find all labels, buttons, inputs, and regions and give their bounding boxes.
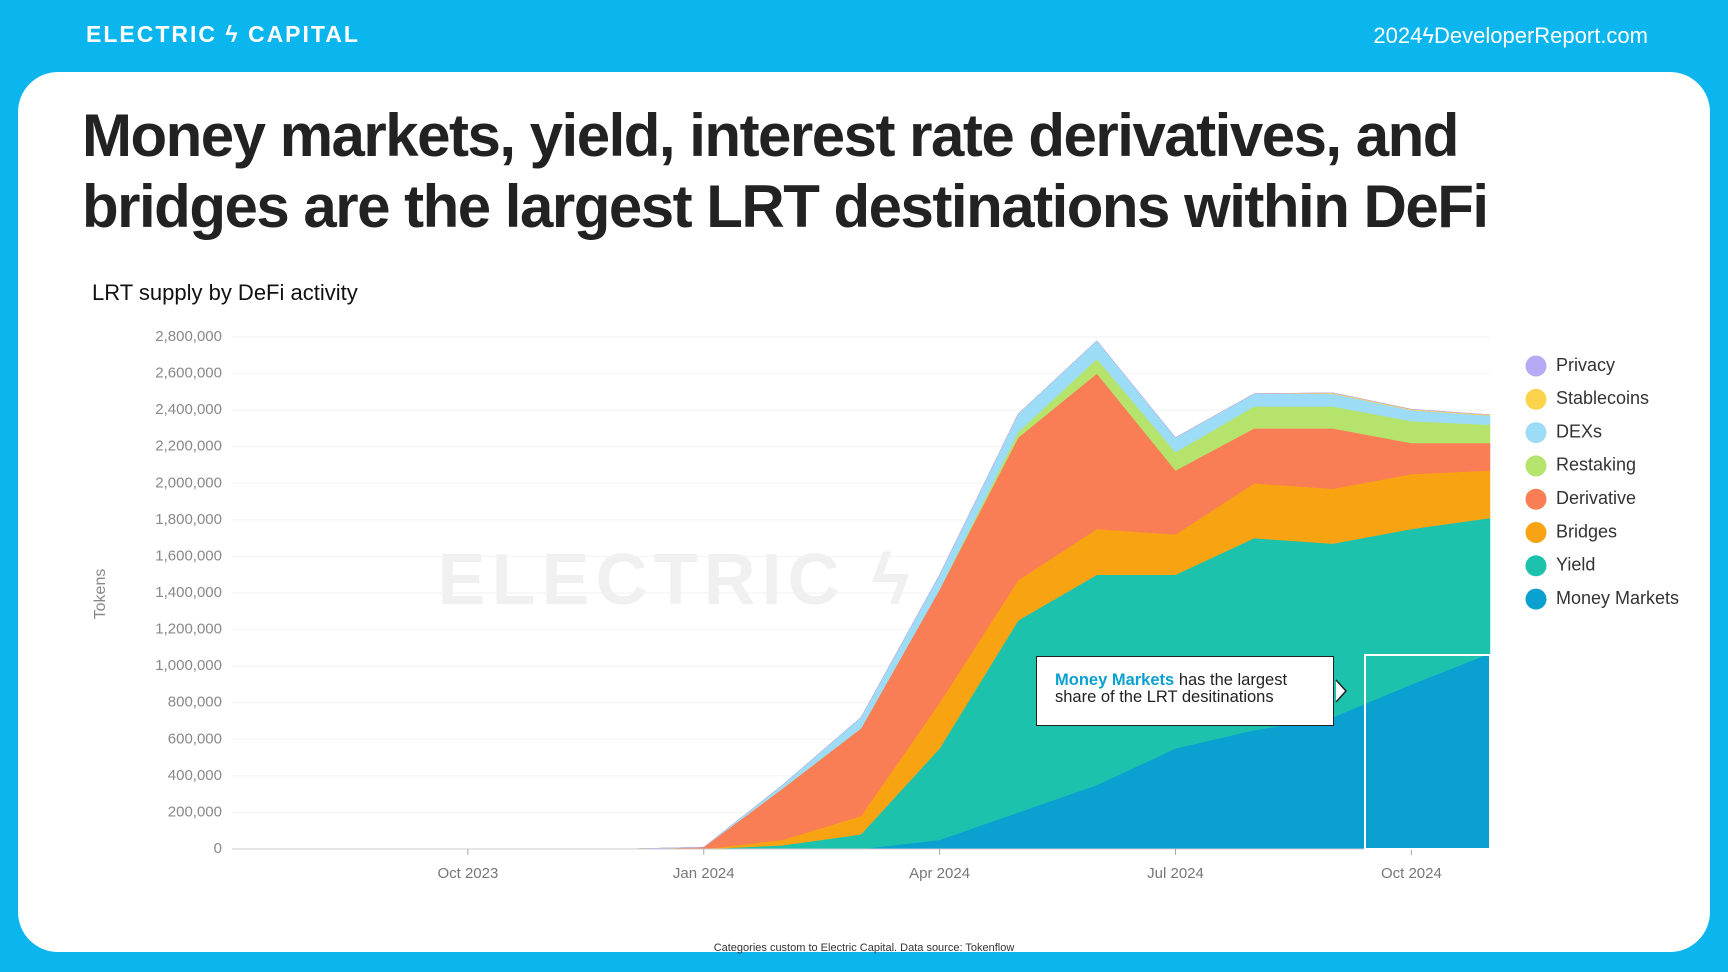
y-tick-label: 1,800,000 (155, 511, 222, 528)
legend-marker (1525, 422, 1547, 444)
y-tick-label: 2,600,000 (155, 365, 222, 382)
y-tick-label: 2,200,000 (155, 438, 222, 455)
legend-label: Restaking (1556, 455, 1636, 475)
y-axis-label: Tokens (92, 569, 109, 620)
highlight-box (1364, 654, 1491, 850)
y-tick-label: 1,000,000 (155, 657, 222, 674)
annotation-text: share of the LRT desitinations (1055, 688, 1274, 706)
y-tick-label: 800,000 (168, 694, 222, 711)
legend-label: Money Markets (1556, 588, 1679, 608)
legend-label: Stablecoins (1556, 388, 1649, 408)
y-tick-label: 600,000 (168, 730, 222, 747)
legend-marker (1525, 355, 1547, 377)
y-tick-label: 400,000 (168, 767, 222, 784)
legend-label: Derivative (1556, 488, 1636, 508)
brand: ELECTRIC ϟ CAPITAL (86, 21, 360, 47)
title-line: Money markets, yield, interest rate deri… (82, 102, 1458, 169)
y-tick-label: 2,800,000 (155, 328, 222, 345)
x-tick-label: Jan 2024 (673, 865, 735, 882)
site: 2024ϟDeveloperReport.com (1373, 23, 1648, 48)
y-tick-label: 0 (214, 840, 222, 857)
y-tick-label: 1,600,000 (155, 547, 222, 564)
x-tick-label: Oct 2023 (437, 865, 498, 882)
legend-label: Bridges (1556, 521, 1617, 541)
legend-label: Yield (1556, 555, 1595, 575)
annotation: Money Markets has the largest share of th… (1036, 656, 1334, 726)
legend-marker (1525, 555, 1547, 577)
y-tick-label: 2,000,000 (155, 474, 222, 491)
x-tick-label: Jul 2024 (1147, 865, 1204, 882)
y-tick-label: 2,400,000 (155, 401, 222, 418)
legend-marker (1525, 488, 1547, 510)
legend-label: DEXs (1556, 421, 1602, 441)
y-tick-label: 1,400,000 (155, 584, 222, 601)
subtitle: LRT supply by DeFi activity (92, 280, 358, 305)
legend-label: Privacy (1556, 355, 1615, 375)
legend-marker (1525, 588, 1547, 610)
x-tick-label: Apr 2024 (909, 865, 970, 882)
source-note: Categories custom to Electric Capital. D… (714, 942, 1015, 954)
title-line: bridges are the largest LRT destinations… (82, 173, 1488, 240)
annotation-highlight: Money Markets (1055, 671, 1175, 689)
y-tick-label: 1,200,000 (155, 621, 222, 638)
legend-marker (1525, 455, 1547, 477)
callout-pointer (1335, 679, 1348, 703)
legend-marker (1525, 388, 1547, 410)
annotation-text: has the largest (1178, 671, 1288, 689)
x-tick-label: Oct 2024 (1381, 865, 1442, 882)
legend-marker (1525, 522, 1547, 543)
area (232, 340, 1491, 850)
y-tick-label: 200,000 (168, 803, 222, 820)
